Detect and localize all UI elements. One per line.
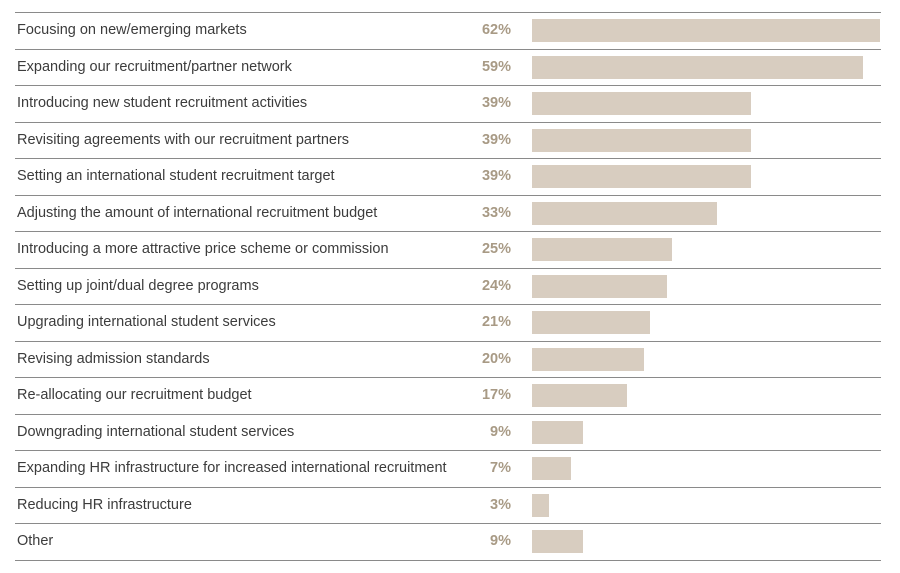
category-label: Upgrading international student services [17, 314, 276, 330]
bar [532, 457, 571, 480]
value-label: 9% [490, 423, 511, 440]
chart-row: Downgrading international student servic… [15, 413, 881, 451]
value-label: 17% [481, 387, 511, 403]
chart-row: Expanding our recruitment/partner networ… [15, 48, 881, 86]
bar [532, 238, 672, 261]
chart-row: Introducing new student recruitment acti… [15, 85, 881, 122]
category-label: Downgrading international student servic… [17, 423, 295, 440]
value-label: 7% [490, 460, 511, 476]
category-label: Introducing a more attractive price sche… [17, 241, 389, 257]
bar [532, 384, 627, 407]
chart-row: Revisiting agreements with our recruitme… [15, 121, 881, 159]
value-label: 39% [481, 168, 511, 184]
bar [532, 420, 583, 444]
value-label: 62% [481, 22, 511, 38]
chart-row: Setting an international student recruit… [15, 158, 881, 195]
value-label: 24% [481, 277, 511, 294]
chart-row: Introducing a more attractive price sche… [15, 231, 881, 268]
value-label: 20% [481, 350, 511, 367]
chart-row: Other 9% [15, 523, 881, 561]
category-label: Focusing on new/emerging markets [17, 22, 247, 38]
category-label: Reducing HR infrastructure [17, 496, 192, 513]
bar [532, 493, 549, 517]
category-label: Expanding HR infrastructure for increase… [17, 460, 447, 476]
category-label: Setting an international student recruit… [17, 168, 335, 184]
value-label: 9% [490, 533, 511, 549]
bar [532, 128, 751, 152]
bar [532, 274, 667, 298]
value-label: 25% [481, 241, 511, 257]
chart-row: Expanding HR infrastructure for increase… [15, 450, 881, 487]
chart-row: Re-allocating our recruitment budget 17% [15, 377, 881, 414]
bar [532, 92, 751, 115]
chart-row: Adjusting the amount of international re… [15, 194, 881, 232]
value-label: 33% [481, 204, 511, 221]
value-label: 59% [481, 58, 511, 75]
category-label: Expanding our recruitment/partner networ… [17, 58, 292, 75]
chart-row: Upgrading international student services… [15, 304, 881, 341]
category-label: Adjusting the amount of international re… [17, 204, 378, 221]
value-label: 3% [490, 496, 511, 513]
category-label: Re-allocating our recruitment budget [17, 387, 252, 403]
category-label: Setting up joint/dual degree programs [17, 277, 259, 294]
bar [532, 201, 717, 225]
category-label: Introducing new student recruitment acti… [17, 95, 308, 111]
bar [532, 19, 880, 42]
category-label: Other [17, 533, 54, 549]
category-label: Revising admission standards [17, 350, 210, 367]
chart-row: Reducing HR infrastructure 3% [15, 486, 881, 524]
bar [532, 55, 863, 79]
value-label: 21% [481, 314, 511, 330]
category-label: Revisiting agreements with our recruitme… [17, 131, 350, 148]
chart-row: Revising admission standards 20% [15, 340, 881, 378]
bar [532, 311, 650, 334]
bar [532, 530, 583, 553]
value-label: 39% [481, 95, 511, 111]
bar [532, 165, 751, 188]
chart-row: Setting up joint/dual degree programs 24% [15, 267, 881, 305]
value-label: 39% [481, 131, 511, 148]
bar [532, 347, 644, 371]
chart-row: Focusing on new/emerging markets 62% [15, 12, 881, 49]
